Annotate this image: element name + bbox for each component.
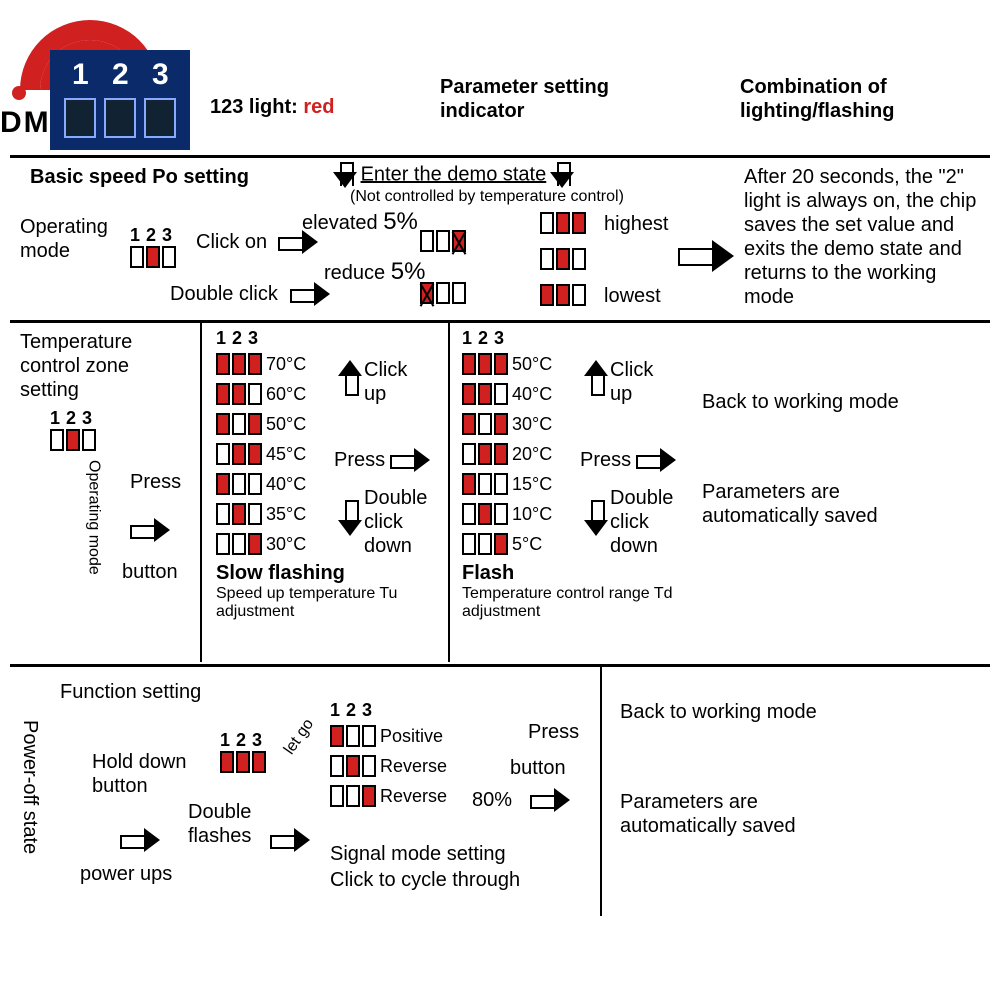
divider bbox=[448, 322, 450, 662]
s2-clickup-r: Click up bbox=[610, 358, 670, 406]
s3-sig-col: 123 PositiveReverseReverse bbox=[330, 700, 447, 811]
s3-sigsub: Click to cycle through bbox=[330, 868, 520, 892]
s1-clickon: Click on bbox=[196, 230, 267, 254]
s2-clickup-l: Click up bbox=[364, 358, 424, 406]
s2-dbldown-r: Double click down bbox=[610, 486, 690, 558]
s3-hold: Hold down button bbox=[92, 750, 212, 798]
s2-title: Temperature control zone setting bbox=[20, 330, 170, 402]
s1-red-leds bbox=[420, 282, 466, 304]
divider bbox=[600, 666, 602, 916]
s2-press-r: Press bbox=[580, 448, 631, 472]
divider bbox=[10, 664, 990, 667]
arrow-icon bbox=[390, 450, 430, 475]
combo-label: Combination of lighting/flashing bbox=[740, 75, 980, 123]
s1-elev-leds bbox=[420, 230, 466, 252]
arrow-icon bbox=[130, 520, 170, 545]
s1-lowest: lowest bbox=[604, 284, 661, 308]
s2-saved: Parameters are automatically saved bbox=[702, 480, 912, 528]
s3-dblflash: Double flashes bbox=[188, 800, 278, 848]
s3-saved: Parameters are automatically saved bbox=[620, 790, 830, 838]
s2-leds: 123 bbox=[50, 408, 98, 456]
s3-title: Function setting bbox=[60, 680, 201, 704]
s2-opmode-v: Operating mode bbox=[84, 460, 102, 575]
s1-highest: highest bbox=[604, 212, 669, 236]
s1-elevated: elevated 5% bbox=[302, 208, 418, 237]
arrow-up-icon bbox=[340, 360, 360, 401]
s2-press: Press bbox=[130, 470, 181, 494]
arrow-icon bbox=[678, 240, 734, 275]
s2-press-l: Press bbox=[334, 448, 385, 472]
s2-back: Back to working mode bbox=[702, 390, 902, 414]
s1-opmode: Operating mode bbox=[20, 215, 130, 263]
divider bbox=[10, 320, 990, 323]
s2-button: button bbox=[122, 560, 178, 584]
s3-sigtitle: Signal mode setting bbox=[330, 842, 506, 866]
s1-reduce: reduce 5% bbox=[324, 258, 425, 287]
divider bbox=[200, 322, 202, 662]
s3-powerups: power ups bbox=[80, 862, 172, 886]
arrow-up-icon bbox=[586, 360, 606, 401]
pcb-photo: 1 2 3 bbox=[50, 50, 190, 150]
s3-press: Press bbox=[528, 720, 579, 744]
param-indicator: Parameter setting indicator bbox=[440, 75, 670, 123]
s3-button: button bbox=[510, 756, 566, 780]
arrow-icon bbox=[636, 450, 676, 475]
s1-after: After 20 seconds, the "2" light is alway… bbox=[744, 165, 984, 309]
s1-demo-note: (Not controlled by temperature control) bbox=[350, 188, 624, 206]
s3-back: Back to working mode bbox=[620, 700, 820, 724]
arrow-icon bbox=[270, 830, 310, 855]
s3-letgo: let go bbox=[281, 716, 319, 759]
s3-leds: 123 bbox=[220, 730, 268, 778]
s3-poweroff: Power-off state bbox=[18, 720, 42, 854]
s1-enterdemo: Enter the demo state bbox=[335, 162, 572, 188]
arrow-down-icon bbox=[340, 500, 360, 541]
light-label: 123 light: red bbox=[210, 95, 334, 119]
s1-lowest-leds bbox=[540, 284, 586, 306]
arrow-icon bbox=[120, 830, 160, 855]
s1-mid-leds bbox=[540, 248, 586, 270]
s1-title: Basic speed Po setting bbox=[30, 165, 249, 189]
arrow-icon bbox=[290, 284, 330, 309]
s1-leds: 123 bbox=[130, 225, 178, 273]
s1-highest-leds bbox=[540, 212, 586, 234]
s2-dbldown-l: Double click down bbox=[364, 486, 444, 558]
s3-pct: 80% bbox=[472, 788, 512, 812]
divider bbox=[10, 155, 990, 158]
arrow-icon bbox=[530, 790, 570, 815]
s1-dblclick: Double click bbox=[170, 282, 278, 306]
arrow-down-icon bbox=[586, 500, 606, 541]
